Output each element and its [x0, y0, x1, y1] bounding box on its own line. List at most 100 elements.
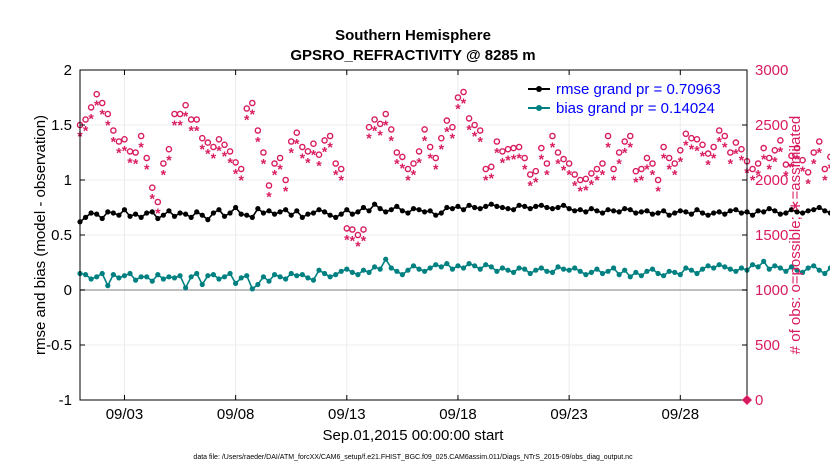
bias-point [216, 276, 222, 282]
obs-assimilated-marker: * [366, 130, 372, 146]
bias-point [455, 263, 461, 269]
rmse-point [283, 207, 289, 213]
obs-assimilated-marker: * [427, 150, 433, 166]
obs-possible-marker [749, 165, 756, 173]
rmse-point [438, 210, 444, 216]
bias-point [627, 274, 633, 280]
obs-possible-marker [148, 184, 156, 191]
x-axis-label: Sep.01,2015 00:00:00 start [323, 427, 505, 444]
bias-point [199, 281, 205, 288]
rmse-point [460, 207, 467, 213]
rmse-point [772, 208, 778, 214]
bias-point [333, 272, 339, 278]
obs-assimilated-marker: * [750, 172, 756, 188]
rmse-point [472, 204, 478, 211]
obs-possible-marker [232, 159, 239, 166]
obs-possible-marker [110, 127, 117, 134]
obs-assimilated-marker: * [305, 154, 311, 170]
obs-assimilated-marker: * [316, 158, 322, 174]
obs-assimilated-marker: * [700, 148, 706, 164]
obs-possible-marker [671, 160, 679, 167]
chart-legend: rmse grand pr = 0.70963 bias grand pr = … [528, 81, 721, 117]
obs-possible-marker [426, 143, 434, 151]
obs-assimilated-marker: * [728, 156, 734, 172]
rmse-point [788, 207, 795, 213]
obs-possible-marker [549, 132, 556, 140]
obs-possible-marker [699, 141, 706, 149]
obs-assimilated-marker: * [661, 150, 667, 166]
obs-possible-marker [610, 165, 617, 173]
obs-possible-marker [793, 144, 801, 152]
obs-possible-marker [593, 165, 601, 173]
obs-possible-marker [704, 150, 712, 157]
obs-possible-marker [821, 165, 829, 173]
bias-point [494, 268, 500, 274]
obs-possible-marker [299, 143, 306, 151]
obs-assimilated-marker: * [200, 141, 206, 157]
obs-possible-marker [554, 149, 562, 156]
obs-possible-marker [693, 135, 701, 143]
obs-assimilated-marker: * [233, 165, 239, 181]
bias-point [271, 272, 278, 278]
obs-assimilated-marker: * [188, 123, 194, 139]
bias-point [105, 283, 111, 289]
bias-point [88, 276, 94, 282]
rmse-point [333, 214, 339, 220]
obs-possible-marker [371, 116, 378, 123]
obs-possible-marker [310, 140, 317, 147]
rmse-point [121, 207, 128, 213]
legend-label-bias: bias grand pr = 0.14024 [556, 100, 715, 117]
bias-point [94, 274, 100, 280]
bias-point [538, 265, 544, 271]
obs-possible-marker [488, 163, 495, 171]
bias-point [510, 269, 517, 275]
rmse-point [221, 213, 228, 219]
obs-assimilated-marker: * [194, 123, 200, 139]
obs-possible-marker [810, 149, 818, 156]
bias-point [171, 275, 178, 281]
bias-point [427, 265, 433, 271]
rmse-point [255, 206, 261, 212]
rmse-point [88, 210, 94, 216]
obs-assimilated-marker: * [683, 137, 689, 153]
obs-assimilated-marker: * [472, 128, 478, 144]
obs-assimilated-marker: * [166, 152, 172, 168]
obs-assimilated-marker: * [483, 172, 489, 188]
bias-point [288, 270, 294, 277]
obs-possible-marker [271, 160, 278, 167]
y2-tick-label: 500 [755, 337, 780, 354]
bias-point [499, 265, 506, 271]
obs-possible-marker [182, 101, 189, 109]
x-tick-label: 09/18 [439, 406, 477, 423]
rmse-point [416, 207, 422, 213]
obs-assimilated-marker: * [261, 156, 267, 172]
obs-assimilated-marker: * [711, 150, 717, 166]
obs-possible-marker [638, 165, 645, 173]
bias-point [238, 275, 244, 281]
rmse-point [427, 208, 433, 214]
obs-assimilated-marker: * [255, 134, 261, 150]
x-tick-label: 09/28 [662, 406, 700, 423]
obs-possible-marker [543, 160, 551, 167]
obs-assimilated-marker: * [722, 139, 728, 155]
obs-assimilated-marker: * [405, 172, 411, 188]
rmse-point [816, 204, 822, 211]
obs-possible-marker [588, 170, 595, 177]
y2-tick-label: 1500 [755, 227, 788, 244]
rmse-point [666, 212, 672, 218]
chart-title: Southern Hemisphere [335, 27, 491, 44]
rmse-point [94, 211, 100, 217]
bias-point [694, 270, 700, 277]
obs-assimilated-marker: * [533, 174, 539, 190]
rmse-point [466, 202, 472, 208]
rmse-point [227, 210, 233, 216]
obs-assimilated-marker: * [116, 145, 122, 161]
obs-possible-marker [815, 138, 823, 145]
bias-point [166, 274, 172, 280]
bias-point [794, 267, 800, 273]
obs-possible-marker [632, 167, 640, 175]
bias-point [766, 266, 772, 272]
bias-point [544, 268, 550, 274]
rmse-point [183, 211, 189, 217]
